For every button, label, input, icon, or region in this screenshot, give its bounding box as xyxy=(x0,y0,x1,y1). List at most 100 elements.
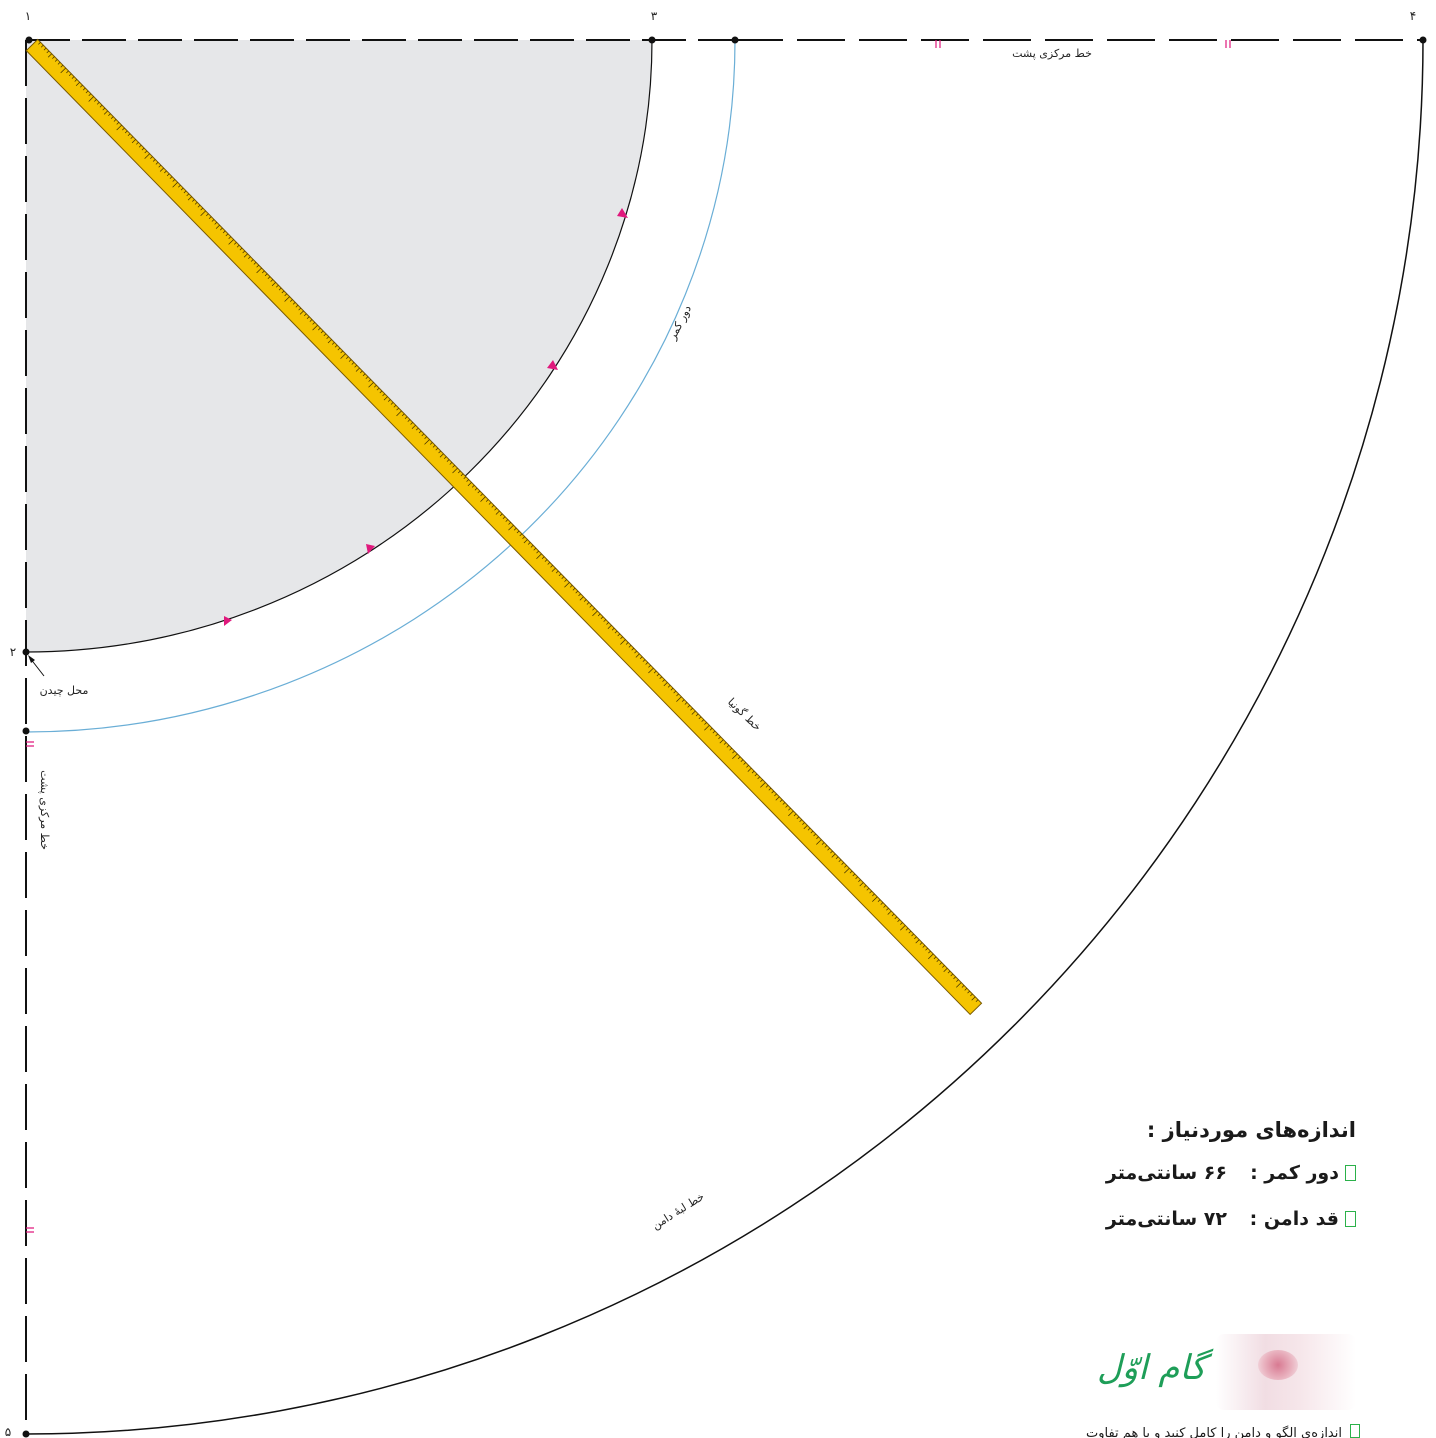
ruler-tick xyxy=(66,70,69,74)
ruler-tick xyxy=(499,513,503,517)
ruler-tick xyxy=(256,267,262,274)
point-4-label: ۴ xyxy=(1410,9,1416,23)
ruler-tick xyxy=(645,662,649,665)
ruler-tick xyxy=(331,342,335,345)
ruler-tick xyxy=(158,164,162,168)
ruler-tick xyxy=(704,725,710,731)
ruler-tick xyxy=(253,262,257,265)
ruler-tick xyxy=(634,650,637,654)
ruler-tick xyxy=(96,102,100,105)
ruler-tick xyxy=(85,90,89,94)
ruler-tick xyxy=(234,242,237,245)
ruler-tick xyxy=(94,99,97,102)
ruler-tick xyxy=(215,224,220,229)
ruler-tick xyxy=(943,967,948,972)
ruler-tick xyxy=(144,153,150,159)
ruler-tick xyxy=(480,496,486,502)
ruler-tick xyxy=(771,790,775,794)
ruler-tick xyxy=(169,176,173,179)
ruler-tick xyxy=(928,953,934,960)
ruler-tick xyxy=(859,882,864,887)
ruler-tick xyxy=(271,282,276,287)
ruler-tick xyxy=(502,516,506,520)
seam-allowance-curve xyxy=(25,39,736,733)
hem-line-label: خط لبهٔ دامن xyxy=(650,1190,707,1232)
ruler-tick xyxy=(642,659,646,662)
ruler-tick xyxy=(723,742,727,745)
ruler-tick xyxy=(178,184,181,188)
ruler-tick xyxy=(57,62,61,65)
ruler-tick xyxy=(838,859,842,862)
ruler-tick xyxy=(631,647,635,651)
back-center-left-label: خط مرکزی پشت xyxy=(38,770,51,850)
ruler-tick xyxy=(659,676,663,680)
ruler-tick xyxy=(71,76,75,79)
ruler-tick xyxy=(796,816,800,820)
ruler-tick xyxy=(813,833,816,837)
ruler-tick xyxy=(424,439,430,445)
ruler-tick xyxy=(831,853,836,858)
ruler-tick xyxy=(382,393,385,397)
ruler-tick xyxy=(891,913,895,917)
ruler-tick xyxy=(712,730,716,734)
ruler-tick xyxy=(662,679,665,682)
ruler-tick xyxy=(863,885,867,888)
ruler-tick xyxy=(404,416,408,419)
ruler-tick xyxy=(424,436,427,439)
ruler-tick xyxy=(290,299,293,302)
point-2-label: ۲ xyxy=(10,645,16,659)
measurement-row-length: قد دامن : ۷۲ سانتی‌متر xyxy=(1000,1208,1356,1232)
ruler-tick xyxy=(152,159,156,162)
ruler-tick xyxy=(276,284,279,288)
ruler-tick xyxy=(505,519,509,522)
ruler-tick xyxy=(887,910,892,915)
ruler-tick xyxy=(709,727,713,731)
ruler-tick xyxy=(327,339,332,344)
ruler-tick xyxy=(656,673,660,677)
ruler-tick xyxy=(684,702,688,705)
ruler-tick xyxy=(695,713,699,717)
ruler-tick xyxy=(620,636,623,640)
ruler-tick xyxy=(495,510,500,515)
required-measurements: اندازه‌های موردنیاز : دور کمر : ۶۶ سانتی‌… xyxy=(1000,1118,1356,1254)
ruler-tick xyxy=(264,273,268,277)
ruler-tick xyxy=(715,733,719,737)
ruler-tick xyxy=(270,279,274,282)
placement-label: محل چیدن xyxy=(40,684,89,697)
ruler-tick xyxy=(768,787,772,791)
ruler-tick xyxy=(691,710,696,715)
ruler-tick xyxy=(130,136,134,139)
ruler-tick xyxy=(393,404,397,408)
ruler-tick xyxy=(52,56,55,59)
ruler-tick xyxy=(345,356,349,359)
ruler-tick xyxy=(757,776,761,780)
ruler-tick xyxy=(793,813,797,817)
ruler-tick xyxy=(376,387,380,391)
ruler-tick xyxy=(220,227,223,231)
ruler-tick xyxy=(113,119,117,122)
ruler-tick xyxy=(396,407,399,411)
ruler-tick xyxy=(471,484,475,488)
ruler-tick xyxy=(410,422,413,425)
ruler-tick xyxy=(250,259,254,262)
ruler-tick xyxy=(225,233,229,237)
ruler-tick xyxy=(284,296,290,302)
bullet-box xyxy=(1345,1211,1356,1227)
ruler-tick xyxy=(858,879,861,882)
ruler-tick xyxy=(928,950,931,954)
ruler-tick xyxy=(807,827,811,831)
ruler-tick xyxy=(628,645,632,648)
ruler-tick xyxy=(572,587,576,591)
ruler-tick xyxy=(869,890,872,894)
ruler xyxy=(25,38,983,1016)
ruler-tick xyxy=(704,722,707,725)
ruler-tick xyxy=(340,350,344,354)
ruler-tick xyxy=(872,893,875,897)
ruler-tick xyxy=(754,773,758,777)
ruler-tick xyxy=(765,785,769,788)
ruler-tick xyxy=(43,47,47,51)
ruler-tick xyxy=(877,899,881,902)
ruler-tick xyxy=(547,562,551,565)
ruler-tick xyxy=(82,87,86,91)
bullet-box xyxy=(1345,1165,1356,1181)
